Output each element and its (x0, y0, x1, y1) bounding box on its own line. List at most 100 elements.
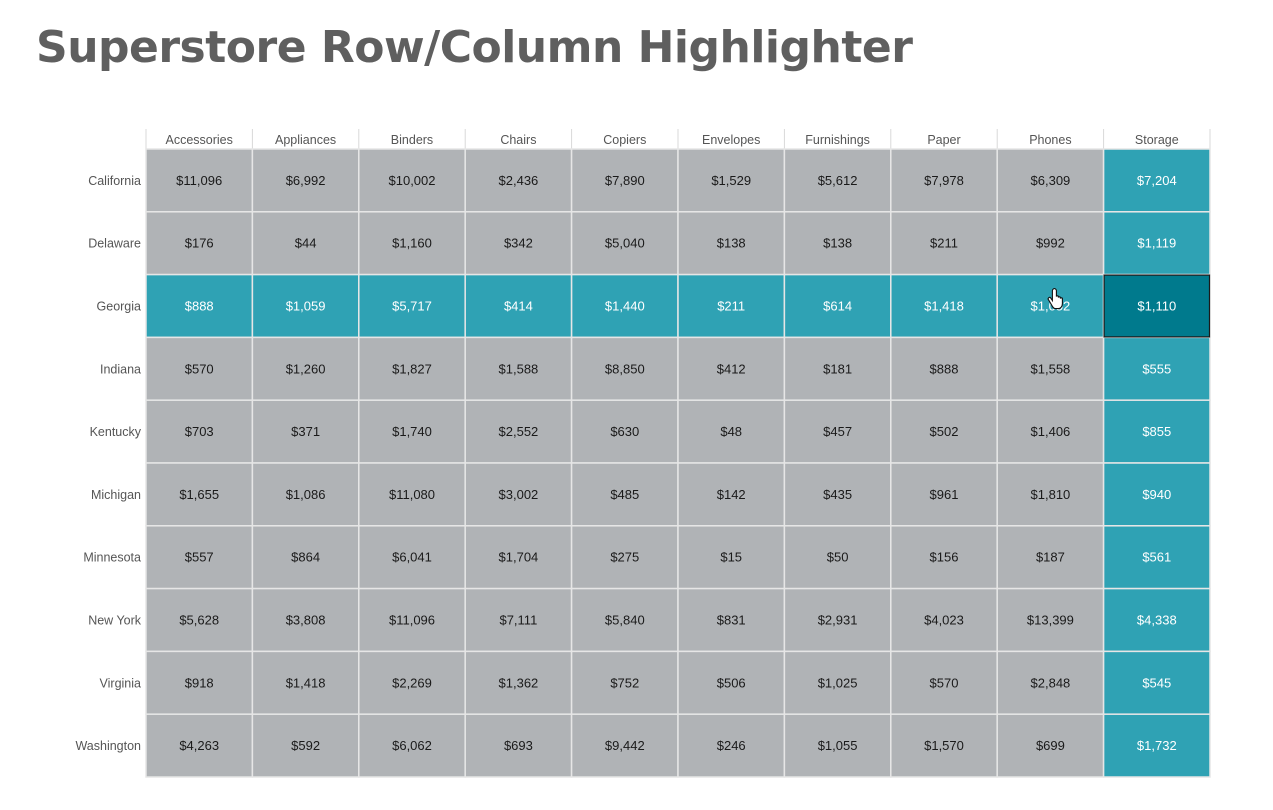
table-cell[interactable] (358, 713, 466, 778)
table-cell[interactable] (358, 273, 466, 339)
table-cell[interactable] (570, 462, 679, 527)
cell-value: $1,440 (605, 299, 645, 314)
table-cell[interactable] (890, 587, 998, 653)
cell-value: $703 (185, 424, 214, 439)
table-cell[interactable] (145, 211, 254, 276)
table-cell[interactable] (677, 525, 786, 590)
cell-value: $5,717 (392, 299, 432, 314)
table-cell[interactable] (677, 211, 786, 276)
column-header-chairs[interactable]: Chairs (500, 133, 536, 147)
table-cell[interactable] (145, 713, 254, 778)
table-cell[interactable] (996, 399, 1105, 464)
table-cell[interactable] (251, 525, 360, 590)
table-cell[interactable] (464, 713, 573, 778)
table-cell[interactable] (1102, 336, 1211, 401)
table-cell[interactable] (570, 399, 679, 464)
cell-value: $6,062 (392, 738, 432, 753)
table-cell[interactable] (358, 148, 466, 213)
cell-value: $2,552 (499, 424, 539, 439)
table-cell[interactable] (1102, 462, 1211, 527)
table-cell[interactable] (251, 650, 360, 715)
column-header-copiers[interactable]: Copiers (603, 133, 646, 147)
table-cell[interactable] (677, 462, 786, 527)
cell-value: $9,442 (605, 738, 645, 753)
row-header-indiana[interactable]: Indiana (100, 362, 141, 376)
cell-value: $246 (717, 738, 746, 753)
table-cell[interactable] (890, 273, 998, 339)
table-cell[interactable] (677, 713, 786, 778)
column-header-envelopes[interactable]: Envelopes (702, 133, 760, 147)
table-cell[interactable] (783, 587, 892, 653)
column-header-binders[interactable]: Binders (391, 133, 433, 147)
table-cell[interactable] (570, 211, 679, 276)
cell-value: $7,890 (605, 173, 645, 188)
table-cell[interactable] (1102, 525, 1211, 590)
row-header-virginia[interactable]: Virginia (100, 676, 142, 690)
row-header-california[interactable]: California (88, 174, 141, 188)
table-cell[interactable] (358, 336, 466, 401)
table-cell[interactable] (996, 462, 1105, 527)
table-cell[interactable] (783, 462, 892, 527)
column-header-paper[interactable]: Paper (927, 133, 960, 147)
table-cell[interactable] (677, 650, 786, 715)
table-cell[interactable] (677, 148, 786, 213)
table-cell[interactable] (251, 587, 360, 653)
table-cell[interactable] (570, 336, 679, 401)
table-cell[interactable] (1102, 713, 1211, 778)
row-header-washington[interactable]: Washington (75, 739, 141, 753)
column-header-furnishings[interactable]: Furnishings (805, 133, 870, 147)
table-cell[interactable] (677, 273, 786, 339)
table-cell[interactable] (251, 462, 360, 527)
table-cell[interactable] (358, 525, 466, 590)
column-header-accessories[interactable]: Accessories (166, 133, 233, 147)
cell-value: $1,119 (1137, 236, 1176, 251)
table-cell[interactable] (251, 211, 360, 276)
table-cell[interactable] (251, 713, 360, 778)
cell-value: $1,110 (1137, 299, 1176, 314)
table-cell[interactable] (464, 336, 573, 401)
cell-value: $1,160 (392, 236, 432, 251)
table-cell[interactable] (996, 713, 1105, 778)
table-cell[interactable] (1102, 650, 1211, 715)
table-cell[interactable] (783, 713, 892, 778)
table-cell[interactable] (783, 273, 892, 339)
table-cell[interactable] (464, 587, 573, 653)
table-cell[interactable] (890, 148, 998, 213)
cell-value: $457 (823, 424, 852, 439)
table-cell[interactable] (890, 399, 998, 464)
column-header-storage[interactable]: Storage (1135, 133, 1179, 147)
column-header-phones[interactable]: Phones (1029, 133, 1071, 147)
row-header-delaware[interactable]: Delaware (88, 237, 141, 251)
cell-value: $5,612 (818, 173, 858, 188)
row-header-michigan[interactable]: Michigan (91, 488, 141, 502)
cell-value: $8,850 (605, 361, 645, 376)
cell-value: $1,732 (1137, 738, 1177, 753)
table-cell[interactable] (145, 336, 254, 401)
table-cell[interactable] (570, 713, 679, 778)
table-cell[interactable] (570, 273, 679, 339)
table-cell[interactable] (570, 525, 679, 590)
table-cell[interactable] (464, 525, 573, 590)
table-cell[interactable] (1102, 399, 1211, 464)
table-cell[interactable] (464, 273, 573, 339)
table-cell[interactable] (358, 587, 466, 653)
table-cell[interactable] (890, 713, 998, 778)
table-cell[interactable] (145, 587, 254, 653)
table-cell[interactable] (358, 462, 466, 527)
cell-value: $15 (720, 550, 742, 565)
table-cell[interactable] (783, 148, 892, 213)
column-header-appliances[interactable]: Appliances (275, 133, 336, 147)
cell-value: $557 (185, 550, 214, 565)
row-header-kentucky[interactable]: Kentucky (90, 425, 142, 439)
table-cell[interactable] (890, 525, 998, 590)
row-header-georgia[interactable]: Georgia (97, 300, 142, 314)
table-cell[interactable] (1102, 587, 1211, 653)
row-header-minnesota[interactable]: Minnesota (83, 551, 141, 565)
table-cell[interactable] (1102, 148, 1211, 213)
cell-value: $485 (610, 487, 639, 502)
cell-value: $555 (1142, 361, 1171, 376)
row-header-new-york[interactable]: New York (88, 614, 142, 628)
table-cell[interactable] (145, 273, 254, 339)
cell-value: $506 (717, 675, 746, 690)
cell-value: $3,002 (499, 487, 539, 502)
